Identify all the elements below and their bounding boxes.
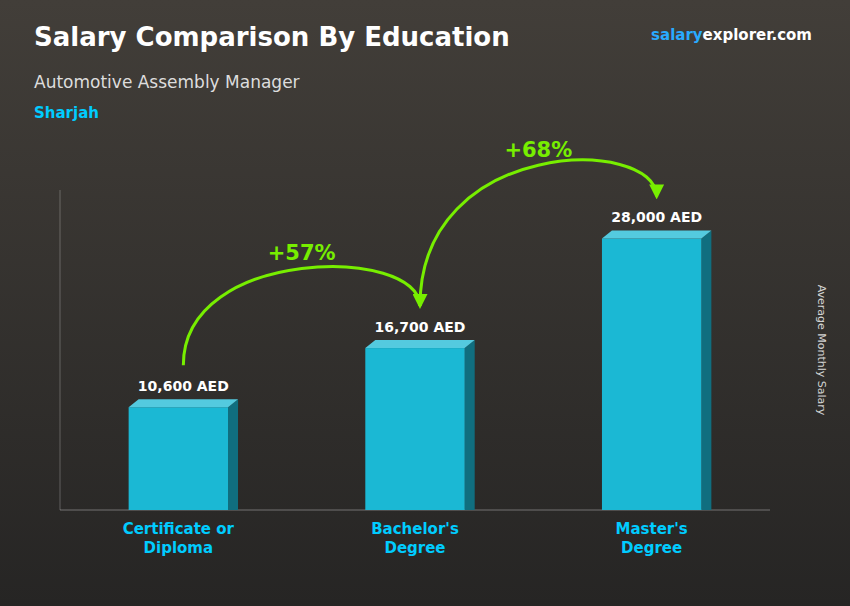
x-tick-label-line: Diploma xyxy=(144,539,214,557)
x-tick-label-line: Degree xyxy=(384,539,445,557)
chart-svg: 10,600 AED 16,700 AED 28,000 AED Certificat… xyxy=(0,0,850,606)
title: Salary Comparison By Education xyxy=(34,22,510,52)
y-axis-label: Average Monthly Salary xyxy=(815,285,828,416)
bar-side xyxy=(465,340,475,510)
change-label: +57% xyxy=(268,241,336,265)
bar-top xyxy=(365,340,474,348)
change-arrow xyxy=(183,267,420,366)
website: salaryexplorer.com xyxy=(651,26,812,44)
bars xyxy=(129,230,712,510)
bar-side xyxy=(701,230,711,510)
x-tick-label: Bachelor'sDegree xyxy=(371,520,459,557)
city: Sharjah xyxy=(34,104,99,122)
change-arrow xyxy=(420,160,657,306)
x-tick-label: Certificate orDiploma xyxy=(123,520,235,557)
chart-container: 10,600 AED 16,700 AED 28,000 AED Certificat… xyxy=(0,0,850,606)
bar xyxy=(365,348,464,510)
x-tick-label-line: Certificate or xyxy=(123,520,235,538)
change-label: +68% xyxy=(504,138,572,162)
background xyxy=(0,0,850,606)
website-part: explorer.com xyxy=(703,26,812,44)
x-tick-label: Master'sDegree xyxy=(616,520,688,557)
bar-side xyxy=(228,399,238,510)
data-label: 16,700 AED xyxy=(375,319,466,335)
x-tick-label-line: Master's xyxy=(616,520,688,538)
bar xyxy=(602,238,701,510)
x-tick-label-line: Degree xyxy=(621,539,682,557)
website-part: salary xyxy=(651,26,703,44)
bar-top xyxy=(602,230,711,238)
y-axis-line xyxy=(60,190,61,510)
subtitle: Automotive Assembly Manager xyxy=(34,72,300,92)
data-label: 10,600 AED xyxy=(138,378,229,394)
bar-top xyxy=(129,399,238,407)
bar xyxy=(129,407,228,510)
x-tick-label-line: Bachelor's xyxy=(371,520,459,538)
data-label: 28,000 AED xyxy=(611,209,702,225)
